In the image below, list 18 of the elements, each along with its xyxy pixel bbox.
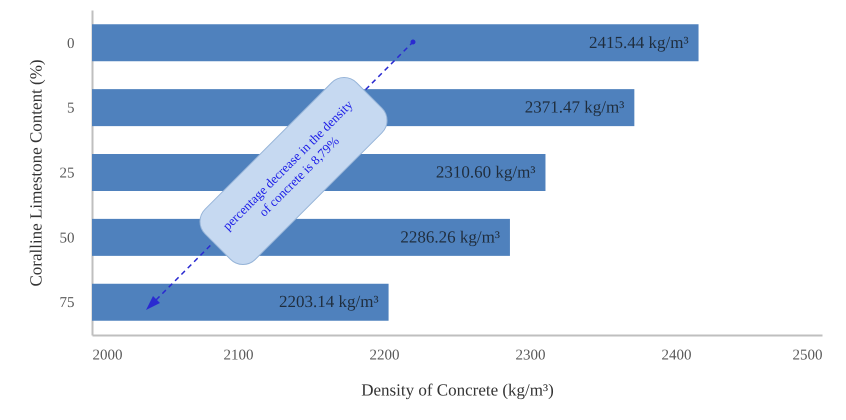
data-label: 2286.26 kg/m³: [400, 227, 500, 246]
x-axis-title: Density of Concrete (kg/m³): [361, 380, 554, 400]
data-label: 2310.60 kg/m³: [436, 162, 536, 182]
y-tick-label: 50: [60, 230, 74, 246]
x-tick-label: 2100: [224, 348, 254, 364]
y-tick-label: 0: [67, 36, 74, 52]
data-label: 2371.47 kg/m³: [524, 98, 624, 117]
x-tick-label: 2200: [370, 348, 400, 364]
y-tick-label: 25: [60, 166, 74, 182]
data-label: 2415.44 kg/m³: [588, 32, 689, 52]
data-label: 2203.14 kg/m³: [279, 292, 379, 312]
y-tick-label: 75: [60, 295, 74, 312]
x-tick-label: 2000: [92, 348, 122, 364]
y-tick-label: 5: [67, 100, 74, 117]
x-tick-label: 2400: [662, 348, 692, 364]
x-tick-label: 2500: [792, 348, 822, 364]
x-tick-label: 2300: [516, 348, 546, 364]
y-axis-title: Coralline Limestone Content (%): [26, 59, 46, 287]
